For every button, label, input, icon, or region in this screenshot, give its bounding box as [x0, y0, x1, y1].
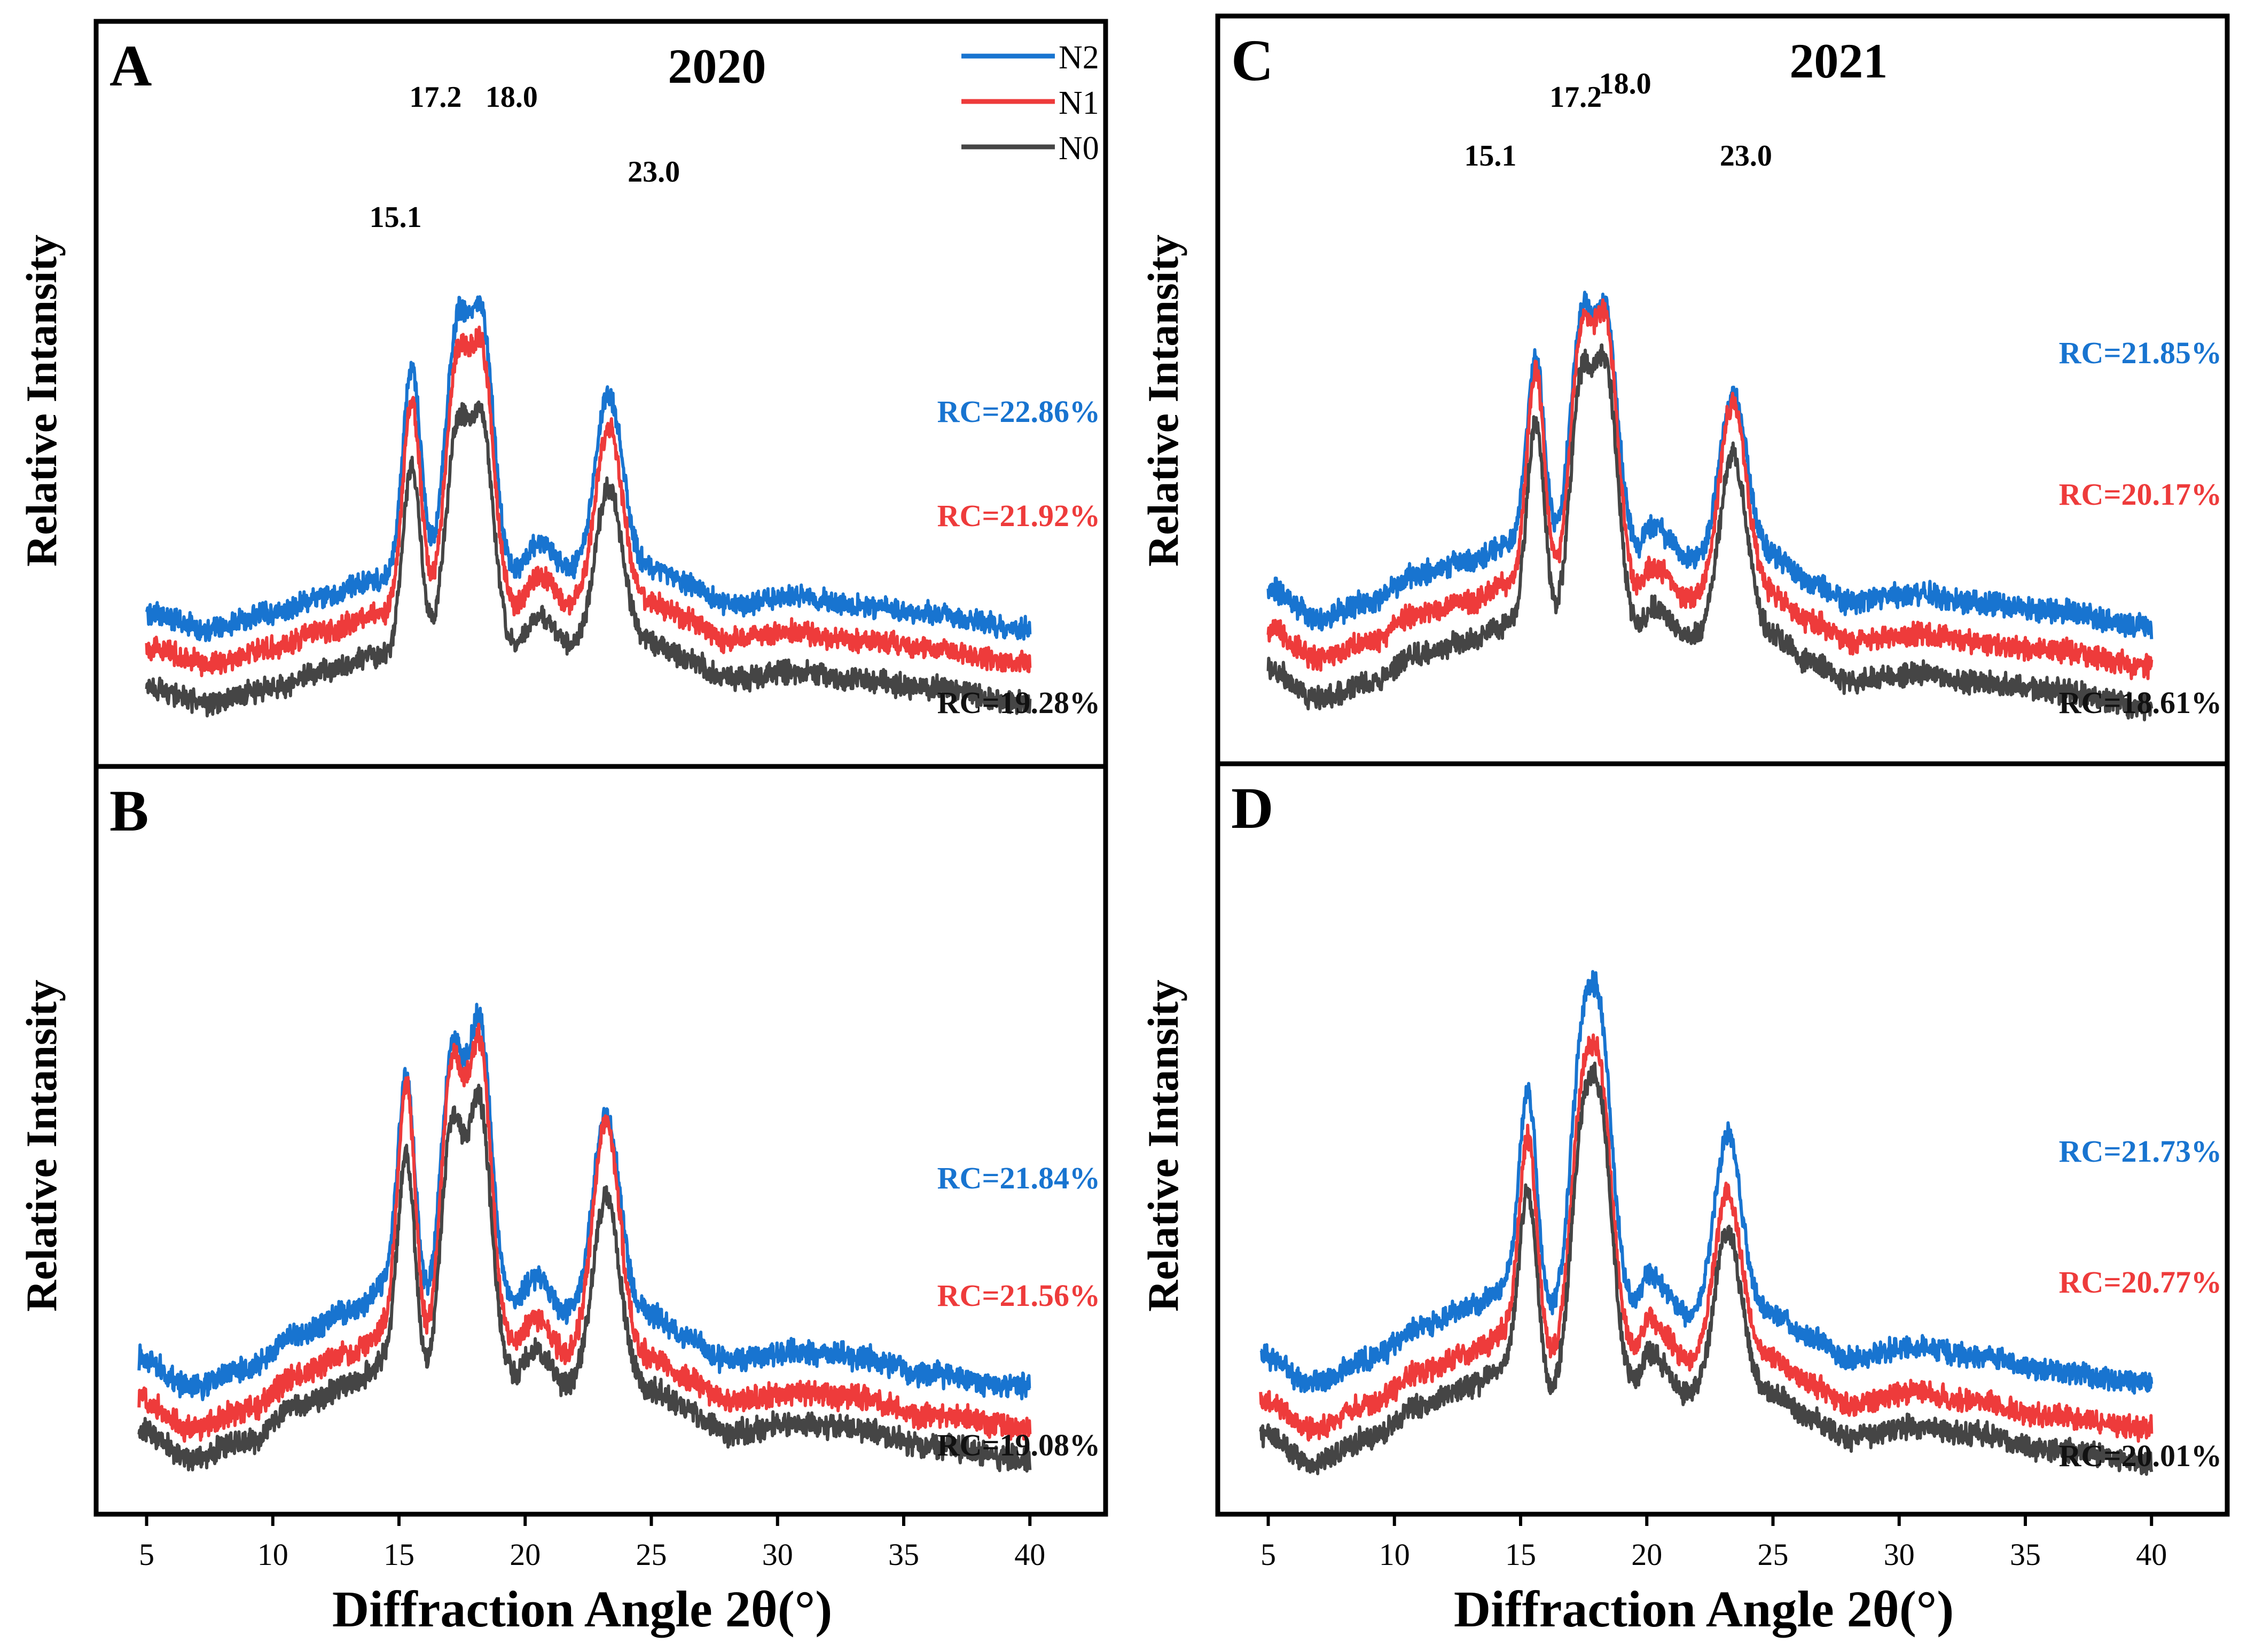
peak-label: 18.0 — [1599, 67, 1651, 100]
legend: N2 N1 N0 — [961, 40, 1099, 167]
series-line-n2 — [1259, 970, 2154, 1395]
rc-label-n0: RC=18.61% — [2059, 685, 2222, 720]
x-tick-label: 5 — [139, 1537, 154, 1572]
rc-label-n1: RC=21.92% — [937, 498, 1100, 533]
panel-title: 2020 — [668, 39, 766, 93]
x-tick-label: 30 — [762, 1537, 793, 1572]
series-line-n1 — [145, 325, 1032, 677]
ylabel-top-left: Relative Intansity — [17, 234, 66, 567]
rc-label-n0: RC=20.01% — [2059, 1438, 2222, 1473]
peak-label: 15.1 — [370, 201, 422, 234]
x-tick-label: 15 — [1505, 1537, 1536, 1572]
series-line-n1 — [137, 1022, 1032, 1443]
series-line-n2 — [137, 1003, 1031, 1402]
panel-frame — [1215, 761, 2230, 1517]
panel-label: C — [1231, 28, 1273, 93]
rc-label-n0: RC=19.28% — [937, 685, 1100, 720]
x-tick-label: 35 — [888, 1537, 919, 1572]
peak-label: 15.1 — [1464, 139, 1516, 173]
panel-a: RC=22.86% RC=21.92% RC=19.28% A 2020 15.1 17.2… — [93, 19, 1108, 769]
ylabel-top-right: Relative Intansity — [1139, 234, 1187, 567]
panel-b: RC=21.84% RC=21.56% RC=19.08% B 5 10 15 20 25 30 3… — [93, 764, 1108, 1572]
peak-label: 18.0 — [486, 81, 538, 114]
x-tick-label: 30 — [1884, 1537, 1915, 1572]
legend-label-n2: N2 — [1059, 40, 1099, 76]
x-tick-label: 5 — [1260, 1537, 1276, 1572]
rc-label-n1: RC=21.56% — [937, 1278, 1100, 1313]
x-tick-label: 10 — [257, 1537, 288, 1572]
series-line-n0 — [1266, 343, 2154, 722]
series-line-n1 — [1266, 298, 2154, 680]
x-tick-label: 35 — [2010, 1537, 2041, 1572]
series-line-n2 — [1266, 291, 2154, 639]
ylabel-bottom-left: Relative Intansity — [17, 980, 66, 1312]
panel-d: RC=21.73% RC=20.77% RC=20.01% D 5 10 15 20 25 30 3… — [1215, 761, 2230, 1572]
series-line-n1 — [1259, 1033, 2154, 1443]
x-tick-label: 15 — [383, 1537, 414, 1572]
x-tick-label: 25 — [636, 1537, 667, 1572]
xlabel-right: Diffraction Angle 2θ(°) — [1454, 1580, 1954, 1638]
xlabel-left: Diffraction Angle 2θ(°) — [332, 1580, 832, 1638]
peak-label: 23.0 — [1720, 139, 1772, 173]
ylabel-bottom-right: Relative Intansity — [1139, 980, 1187, 1312]
series-line-n2 — [145, 295, 1032, 643]
peak-label: 17.2 — [409, 81, 461, 114]
rc-label-n2: RC=21.85% — [2059, 335, 2222, 370]
x-tick-label: 40 — [2136, 1537, 2167, 1572]
peak-label: 23.0 — [628, 155, 680, 189]
rc-label-n2: RC=22.86% — [937, 394, 1100, 429]
x-tick-label: 40 — [1014, 1537, 1045, 1572]
rc-label-n0: RC=19.08% — [937, 1428, 1100, 1462]
panel-label: B — [109, 778, 148, 843]
panel-title: 2021 — [1789, 34, 1888, 88]
rc-label-n2: RC=21.73% — [2059, 1134, 2222, 1169]
legend-label-n1: N1 — [1059, 85, 1099, 121]
panel-label: D — [1231, 776, 1273, 841]
series-line-n0 — [137, 1083, 1032, 1473]
series-line-n0 — [1259, 1061, 2154, 1476]
rc-label-n1: RC=20.77% — [2059, 1265, 2222, 1299]
legend-label-n0: N0 — [1059, 130, 1099, 167]
panel-label: A — [109, 33, 152, 98]
x-tick-label: 20 — [1631, 1537, 1662, 1572]
panel-frame — [93, 764, 1108, 1517]
x-tick-label: 10 — [1379, 1537, 1410, 1572]
x-tick-label: 25 — [1758, 1537, 1789, 1572]
rc-label-n2: RC=21.84% — [937, 1161, 1100, 1195]
series-line-n0 — [145, 400, 1032, 718]
x-tick-label: 20 — [510, 1537, 541, 1572]
peak-label: 17.2 — [1549, 81, 1602, 114]
rc-label-n1: RC=20.17% — [2059, 477, 2222, 512]
